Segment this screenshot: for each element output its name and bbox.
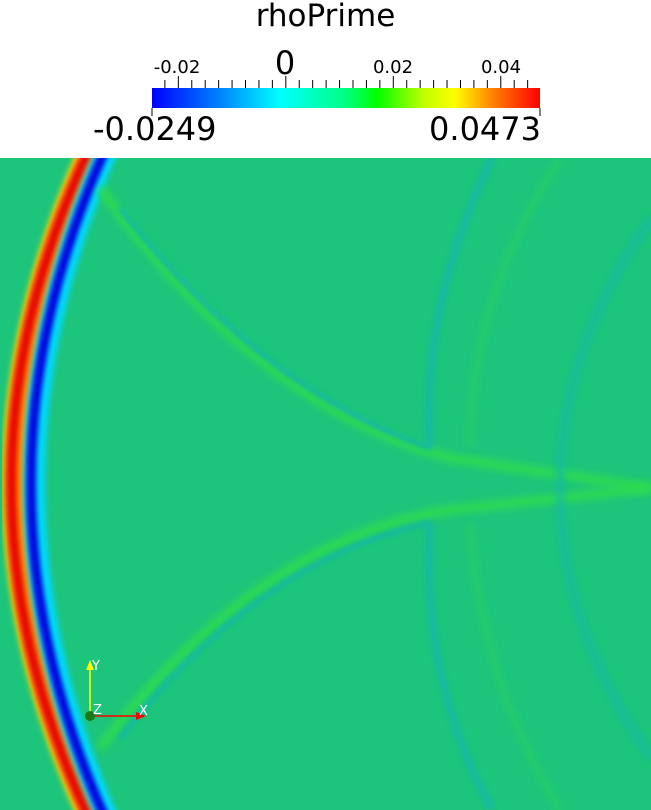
secondary-fronts	[425, 158, 651, 810]
z-axis-label: Z	[93, 703, 102, 718]
colorbar-ticks	[151, 76, 541, 116]
tick-label-neg-0-02: -0.02	[153, 57, 201, 78]
x-axis-arrow	[136, 712, 146, 720]
orientation-axes: Y X Z	[85, 659, 148, 721]
range-max-label: 0.0473	[429, 110, 541, 148]
legend-title: rhoPrime	[255, 0, 396, 34]
range-min-label: -0.0249	[93, 110, 217, 148]
y-axis-arrow	[86, 660, 94, 670]
tick-label-0-02: 0.02	[372, 57, 414, 78]
tick-label-0-04: 0.04	[480, 57, 522, 78]
render-viewport[interactable]: Y X Z	[0, 158, 651, 810]
y-axis-label: Y	[91, 659, 100, 674]
primary-shock-front	[2, 158, 116, 810]
density-field	[2, 158, 651, 810]
scalar-bar-legend: rhoPrime -0.02 0 0.02 0.04 -0.0249 0.047…	[0, 0, 651, 158]
reflected-waves	[96, 185, 651, 751]
x-axis-label: X	[139, 704, 148, 719]
colorbar	[152, 88, 540, 108]
z-axis-dot	[85, 711, 95, 721]
tick-label-zero: 0	[274, 44, 296, 82]
